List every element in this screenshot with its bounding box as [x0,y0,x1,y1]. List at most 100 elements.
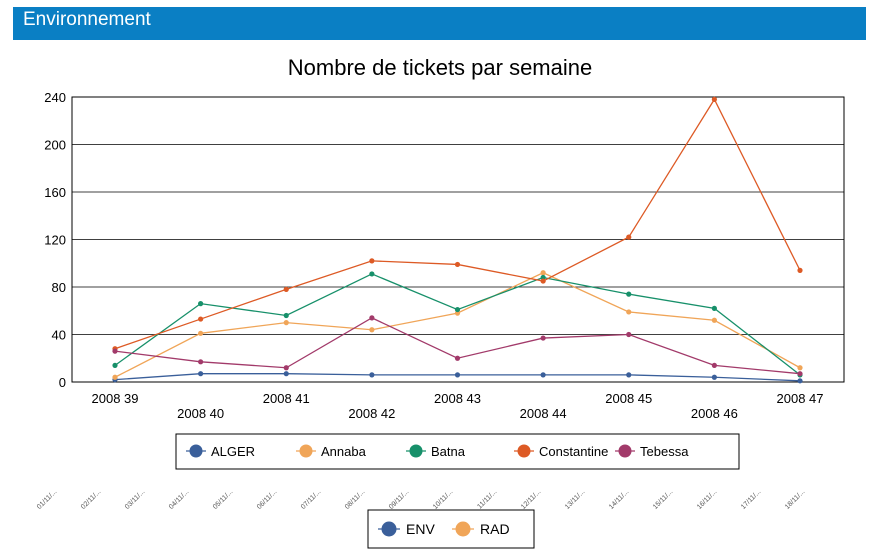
data-point-tebessa [540,335,546,341]
data-point-constantine [711,96,717,102]
data-point-alger [283,371,289,377]
data-point-batna [454,306,461,313]
plot-frame [71,96,845,383]
y-tick-label: 200 [44,138,66,153]
data-point-batna [369,271,375,277]
data-point-annaba [198,330,204,336]
secondary-date-label: 05/11/... [212,488,235,511]
data-point-batna [112,362,118,368]
legend-marker [455,521,471,537]
secondary-date-label: 02/11/... [80,488,103,511]
legend-item-batna: Batna [406,444,466,459]
data-point-annaba [540,270,546,276]
x-tick-label: 2008 42 [348,406,395,421]
section-title: Environnement [23,9,151,30]
x-tick-label: 2008 46 [691,406,738,421]
legend-marker [409,444,423,458]
y-tick-label: 80 [52,280,66,295]
legend-item-alger: ALGER [186,444,255,459]
data-point-alger [198,371,204,377]
data-point-tebessa [626,331,632,338]
legend-label: Annaba [321,444,367,459]
legend-label: ENV [406,521,435,537]
data-point-alger [540,372,546,378]
y-tick-label: 160 [44,185,66,200]
x-tick-label: 2008 43 [434,391,481,406]
x-tick-label: 2008 47 [777,391,824,406]
secondary-legend: ENV RAD [367,509,535,549]
data-point-annaba [112,374,118,380]
data-point-tebessa [797,371,803,377]
secondary-date-label: 11/11/... [476,488,498,510]
secondary-date-label: 07/11/... [300,488,323,511]
data-point-batna [540,274,546,281]
secondary-date-label: 06/11/... [256,488,279,511]
legend-label: Batna [431,444,466,459]
secondary-date-label: 16/11/... [696,488,719,511]
secondary-date-label: 03/11/... [124,488,147,511]
data-point-alger [626,372,632,378]
legend-marker [517,444,531,458]
legend-label: RAD [480,521,510,537]
series-line-tebessa [114,317,801,375]
data-point-annaba [369,327,375,333]
legend-item-annaba: Annaba [296,444,367,459]
legend-label: ALGER [211,444,255,459]
y-tick-label: 240 [44,90,66,105]
y-tick-label: 40 [52,328,66,343]
legend-marker [189,444,203,458]
data-point-annaba [711,317,717,323]
legend-box [175,433,740,470]
legend-marker [381,521,397,537]
secondary-date-label: 15/11/... [652,488,675,511]
secondary-date-label: 14/11/... [608,488,631,511]
data-point-constantine [626,234,632,240]
data-point-alger [454,372,461,378]
legend-label: Tebessa [640,444,689,459]
data-point-tebessa [283,365,289,371]
x-tick-label: 2008 39 [92,391,139,406]
data-point-annaba [797,365,803,371]
secondary-date-label: 09/11/... [388,488,411,511]
secondary-date-label: 10/11/... [432,488,455,511]
data-point-alger [711,374,717,380]
x-tick-label: 2008 44 [520,406,567,421]
secondary-legend-item-env: ENV [378,521,435,537]
data-point-batna [626,291,632,297]
legend-label: Constantine [539,444,608,459]
x-tick-label: 2008 40 [177,406,224,421]
data-point-tebessa [711,362,717,368]
data-point-tebessa [454,355,461,361]
data-point-alger [369,372,375,378]
data-point-constantine [797,267,803,273]
secondary-legend-item-rad: RAD [452,521,510,537]
data-point-constantine [540,278,546,284]
x-tick-label: 2008 41 [263,391,310,406]
data-point-annaba [454,310,461,316]
data-point-annaba [283,320,289,326]
data-point-alger [797,378,803,384]
secondary-date-label: 08/11/... [344,488,367,511]
data-point-constantine [198,316,204,322]
data-point-constantine [369,258,375,264]
series-line-annaba [114,272,801,378]
legend-marker [299,444,313,458]
data-point-batna [283,312,289,319]
secondary-date-label: 18/11/... [784,488,807,511]
data-point-tebessa [198,359,204,365]
data-point-batna [711,305,717,311]
y-tick-label: 120 [44,233,66,248]
data-point-annaba [626,309,632,315]
legend-item-constantine: Constantine [514,444,608,459]
y-tick-label: 0 [59,375,66,390]
chart-title: Nombre de tickets par semaine [288,55,592,80]
data-point-constantine [454,261,461,268]
section-header: Environnement [13,7,866,40]
secondary-date-label: 12/11/... [520,488,543,511]
chart-legend: ALGER Annaba Batna Constantine Tebessa [175,433,740,470]
legend-item-tebessa: Tebessa [615,444,689,459]
secondary-date-label: 13/11/... [564,488,587,511]
data-point-batna [198,301,204,307]
data-point-tebessa [112,348,118,354]
